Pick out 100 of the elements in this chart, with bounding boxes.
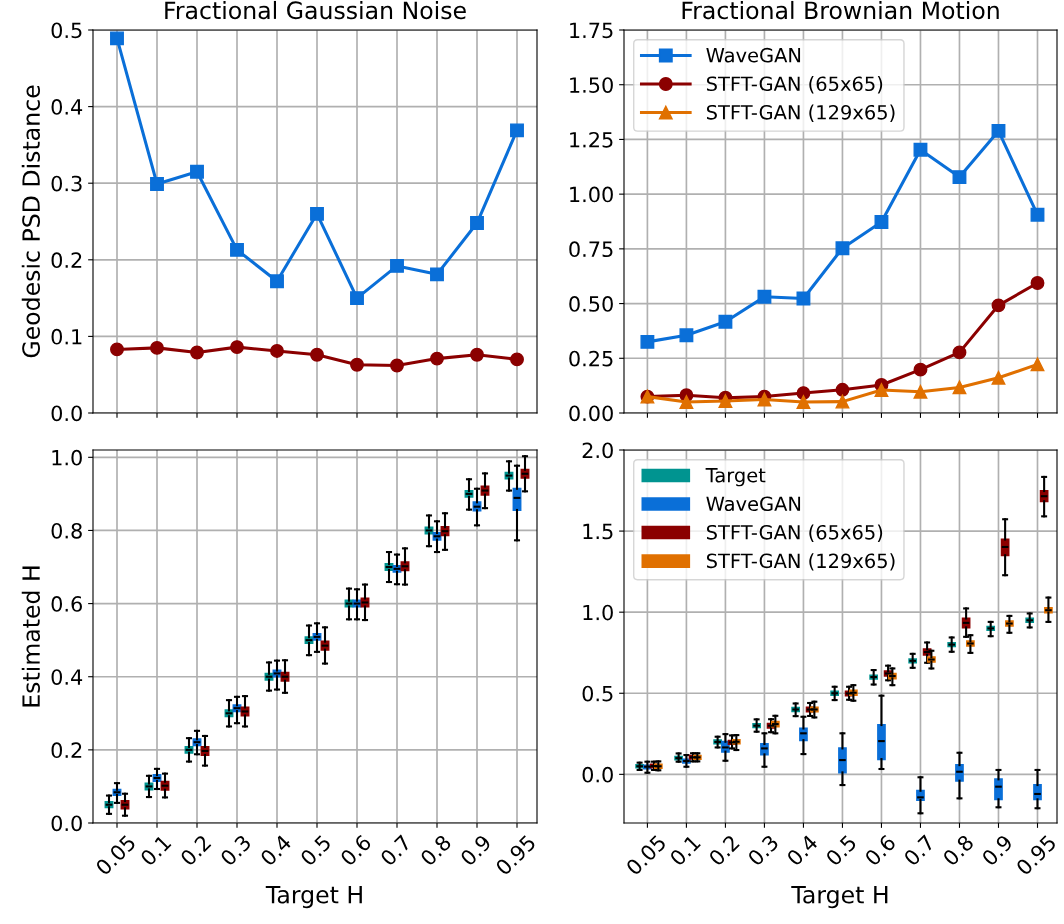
point (757, 289, 772, 304)
legend-label: Target (705, 468, 766, 487)
point (430, 351, 444, 366)
point (150, 340, 164, 355)
x-tick-label: 0.7 (902, 834, 936, 867)
legend-label: STFT-GAN (65x65) (706, 76, 883, 94)
point (470, 347, 484, 362)
y-tick-label: 0.75 (569, 241, 613, 258)
chart-title: Fractional Brownian Motion (682, 0, 999, 20)
legend-label: STFT-GAN (129x65) (706, 104, 895, 122)
y-tick-label: 0.50 (569, 296, 613, 312)
y-tick-label: 1.50 (570, 77, 613, 93)
x-tick-label: 0.9 (459, 834, 492, 867)
chart-title: Fractional Gaussian Noise (165, 0, 466, 20)
x-axis-title: Target H (265, 886, 362, 909)
point (110, 342, 124, 357)
legend-label: STFT-GAN (65x65) (706, 524, 883, 542)
y-tick-label: 0.25 (569, 350, 613, 367)
y-tick-label: 1.0 (583, 604, 613, 621)
point (190, 345, 204, 360)
y-tick-label: 1.75 (570, 22, 613, 39)
point (230, 242, 244, 257)
point (796, 291, 811, 306)
point (874, 214, 889, 229)
y-axis-title: Geodesic PSD Distance (21, 85, 41, 358)
point (1030, 276, 1045, 290)
x-tick-label: 0.5 (824, 834, 858, 867)
point (913, 384, 928, 399)
x-tick-label: 0.8 (419, 833, 452, 867)
y-tick-label: 0.0 (51, 405, 82, 422)
point (1030, 207, 1045, 222)
x-tick-label: 0.4 (259, 833, 293, 867)
y-tick-label: 1.5 (583, 523, 613, 540)
legend-label: WaveGAN (706, 47, 801, 63)
point (991, 298, 1006, 313)
point (913, 362, 928, 377)
y-tick-label: 1.25 (570, 131, 613, 148)
y-tick-label: 0.4 (51, 99, 83, 115)
point (230, 340, 244, 355)
y-tick-label: 0.5 (51, 22, 82, 39)
y-tick-label: 0.0 (582, 766, 613, 783)
point (470, 216, 484, 230)
point (835, 394, 850, 409)
x-tick-label: 0.1 (668, 834, 702, 867)
point (510, 352, 524, 367)
x-tick-label: 0.6 (863, 833, 897, 867)
x-tick-label: 0.1 (139, 834, 172, 867)
point (952, 380, 967, 395)
y-tick-label: 0.0 (51, 815, 82, 832)
x-tick-label: 0.3 (746, 834, 780, 867)
point (913, 142, 928, 157)
point (718, 314, 733, 329)
point (310, 206, 324, 221)
legend-label: STFT-GAN (129x65) (706, 553, 895, 571)
x-tick-label: 0.9 (980, 834, 1014, 867)
point (874, 383, 889, 397)
point (679, 395, 694, 410)
y-tick-label: 0.8 (51, 522, 82, 539)
point (1030, 357, 1045, 372)
y-tick-label: 1.00 (570, 186, 613, 203)
y-tick-label: 0.6 (51, 596, 82, 612)
point (952, 170, 967, 185)
y-tick-label: 0.3 (51, 175, 82, 192)
y-tick-label: 0.2 (51, 252, 82, 269)
point (430, 267, 444, 282)
x-tick-label: 0.6 (339, 833, 373, 867)
point (270, 344, 284, 358)
point (640, 334, 655, 349)
y-tick-label: 0.2 (51, 742, 82, 759)
x-tick-label: 0.2 (707, 834, 740, 867)
point (679, 328, 694, 343)
point (991, 370, 1006, 385)
x-tick-label: 0.2 (179, 834, 212, 867)
point (350, 357, 364, 372)
point (150, 177, 164, 191)
x-tick-label: 0.8 (941, 833, 975, 867)
point (110, 31, 124, 46)
y-tick-label: 1.0 (52, 449, 82, 466)
y-tick-label: 2.0 (582, 442, 613, 459)
y-tick-label: 0.1 (51, 328, 82, 345)
y-tick-label: 0.5 (582, 685, 613, 702)
x-tick-label: 0.7 (379, 834, 412, 867)
point (390, 358, 404, 373)
point (718, 394, 733, 408)
point (952, 345, 967, 360)
point (835, 382, 850, 397)
point (270, 274, 284, 289)
x-tick-label: 0.3 (219, 834, 252, 867)
y-axis-title: Estimated H (21, 566, 41, 707)
point (350, 291, 364, 306)
y-tick-label: 0.00 (569, 405, 613, 422)
x-axis-title: Target H (791, 886, 888, 909)
point (190, 164, 204, 179)
point (510, 123, 524, 138)
legend-label: WaveGAN (706, 496, 801, 512)
point (390, 258, 404, 273)
x-tick-label: 0.5 (299, 834, 332, 867)
y-tick-label: 0.4 (51, 669, 83, 685)
point (991, 123, 1006, 138)
point (310, 347, 324, 362)
